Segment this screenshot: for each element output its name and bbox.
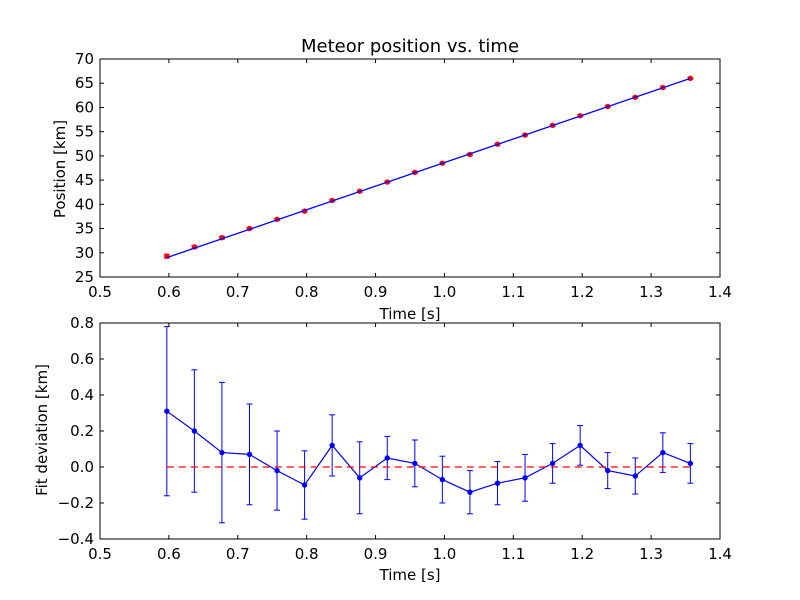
bottom-plot-ytick-label: 0.6 <box>70 350 94 368</box>
top-plot-ytick-label: 25 <box>75 268 94 286</box>
top-plot-xtick-label: 0.9 <box>364 283 388 301</box>
bottom-plot-xtick-label: 0.8 <box>295 545 319 563</box>
bottom-plot-data-point <box>219 449 225 456</box>
bottom-plot-ylabel: Fit deviation [km] <box>33 364 51 496</box>
bottom-plot-data-point <box>467 489 473 495</box>
bottom-plot-xtick-label: 1.4 <box>708 545 732 563</box>
top-plot-ytick-label: 40 <box>75 195 94 213</box>
bottom-plot-ytick-label: −0.2 <box>58 494 94 512</box>
top-plot-xtick-label: 1.4 <box>708 283 732 301</box>
bottom-plot-data-point <box>384 455 390 461</box>
bottom-plot-ytick-label: −0.4 <box>58 530 94 548</box>
bottom-plot-data-point <box>164 408 170 414</box>
top-plot-fit-line <box>166 77 691 259</box>
top-plot-xtick-label: 1.1 <box>501 283 525 301</box>
top-plot-ytick-label: 65 <box>75 74 94 92</box>
top-plot-frame <box>99 58 721 278</box>
top-plot-xtick-label: 1.0 <box>433 283 457 301</box>
top-plot-ylabel: Position [km] <box>51 120 69 218</box>
top-plot-ytick-label: 55 <box>75 123 94 141</box>
top-plot-ytick-label: 60 <box>75 98 94 116</box>
top-plot-ytick-label: 30 <box>75 244 94 262</box>
bottom-plot-data-point <box>605 467 611 474</box>
bottom-plot-data-point <box>660 449 666 456</box>
top-plot-xtick-label: 1.2 <box>570 283 594 301</box>
bottom-plot-series-line <box>166 410 691 493</box>
top-plot-ytick-label: 50 <box>75 147 94 165</box>
top-plot-xtick-label: 0.7 <box>226 283 250 301</box>
bottom-plot-data-point <box>274 467 280 474</box>
bottom-plot-xtick-label: 1.1 <box>501 545 525 563</box>
bottom-plot-xtick-label: 1.3 <box>639 545 663 563</box>
top-plot-xtick-label: 0.8 <box>295 283 319 301</box>
bottom-plot-xtick-label: 0.6 <box>157 545 181 563</box>
bottom-plot-data-point <box>549 460 556 467</box>
top-plot-panel: Meteor position vs. time Time [s] Positi… <box>51 36 732 323</box>
bottom-plot-data-point <box>494 480 501 486</box>
bottom-plot-data-point <box>577 442 583 449</box>
bottom-plot-data-point <box>357 475 363 481</box>
top-plot-xtick-label: 1.3 <box>639 283 663 301</box>
top-plot-xtick-label: 0.6 <box>157 283 181 301</box>
bottom-plot-data-point <box>439 476 446 483</box>
bottom-plot-data-point <box>301 482 308 488</box>
bottom-plot-panel: Time [s] Fit deviation [km] 0.5 0.6 0.7 0.8… <box>33 314 732 584</box>
top-plot-xlabel: Time [s] <box>379 305 441 323</box>
top-plot-ytick-label: 35 <box>75 220 94 238</box>
bottom-plot-xtick-label: 1.2 <box>570 545 594 563</box>
bottom-plot-xlabel: Time [s] <box>379 566 441 584</box>
bottom-plot-data-point <box>246 451 253 458</box>
bottom-plot-data-point <box>412 460 418 467</box>
bottom-plot-ytick-label: 0.4 <box>70 386 94 404</box>
bottom-plot-data-point <box>191 428 198 434</box>
top-plot-title: Meteor position vs. time <box>301 36 519 57</box>
bottom-plot-data-point <box>687 460 694 467</box>
bottom-plot-data-point <box>329 442 335 449</box>
bottom-plot-xtick-label: 0.9 <box>364 545 388 563</box>
bottom-plot-data-point <box>632 473 638 479</box>
bottom-plot-data-point <box>522 475 528 481</box>
top-plot-ytick-label: 70 <box>75 50 94 68</box>
bottom-plot-ytick-label: 0.8 <box>70 314 94 332</box>
bottom-plot-ytick-label: 0.2 <box>70 422 94 440</box>
top-plot-ytick-label: 45 <box>75 171 94 189</box>
bottom-plot-xtick-label: 0.7 <box>226 545 250 563</box>
top-plot-xtick-label: 0.5 <box>88 283 112 301</box>
bottom-plot-ytick-label: 0.0 <box>70 458 94 476</box>
bottom-plot-xtick-label: 0.5 <box>88 545 112 563</box>
bottom-plot-xtick-label: 1.0 <box>433 545 457 563</box>
